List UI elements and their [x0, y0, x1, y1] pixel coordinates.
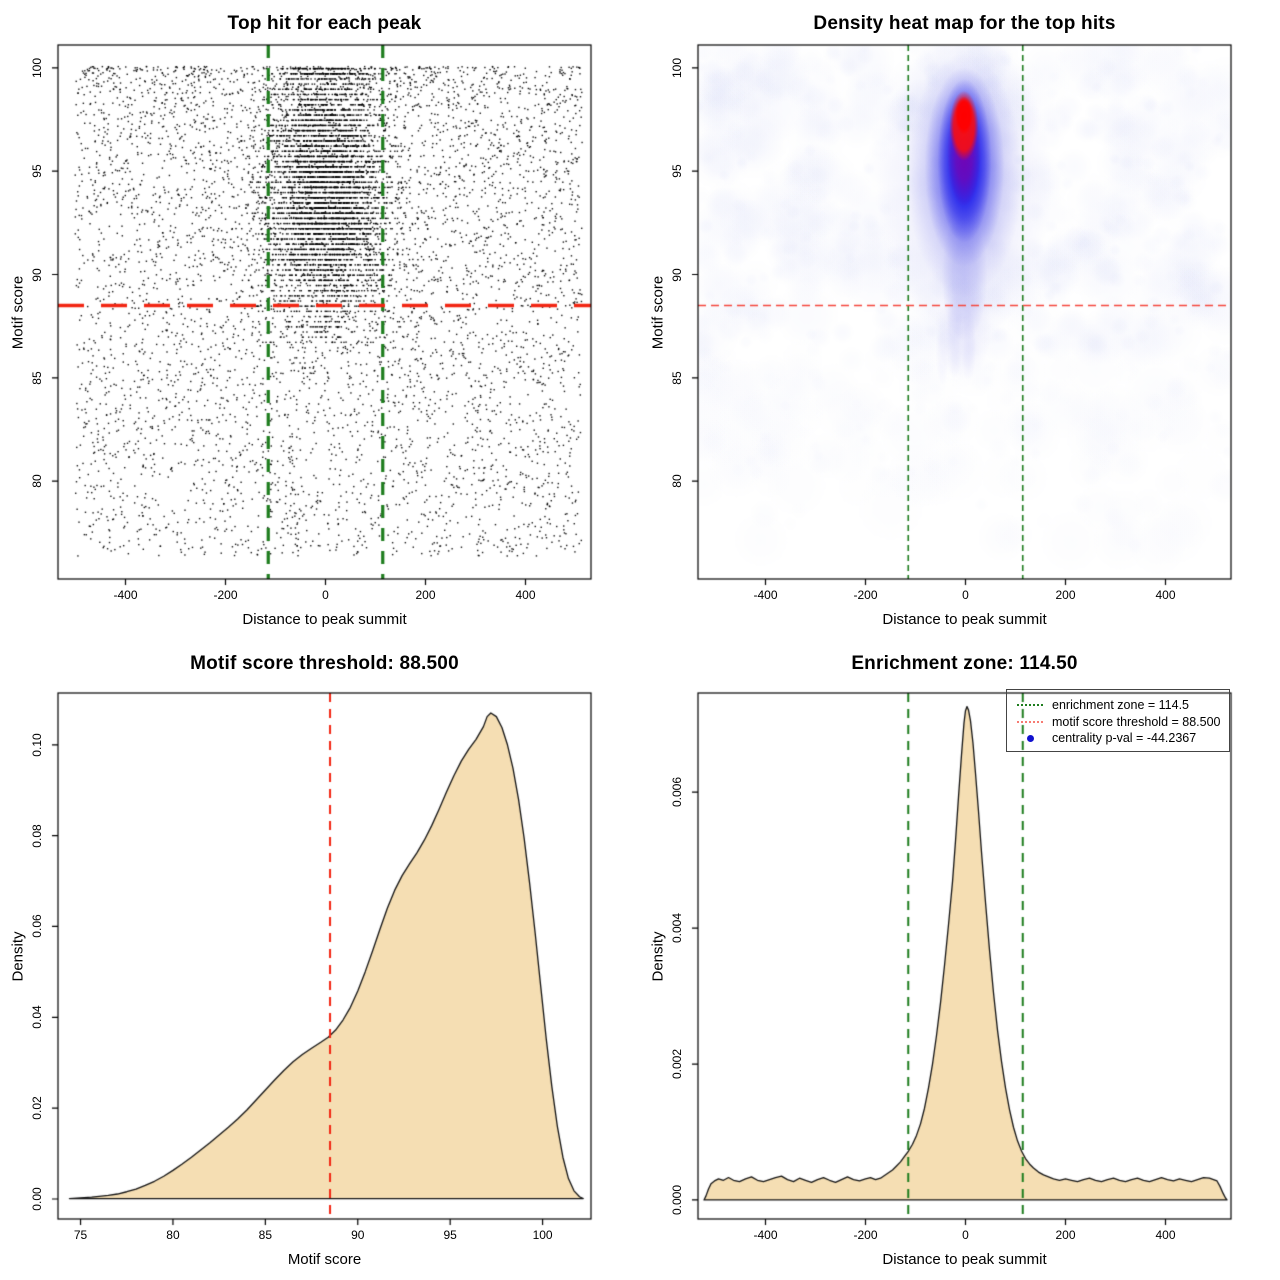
x-tick-label: -400: [753, 1228, 778, 1242]
heatmap-canvas: [640, 0, 1280, 640]
legend: enrichment zone = 114.5 motif score thre…: [1006, 689, 1230, 752]
red-dotted-line-icon: [1017, 717, 1043, 727]
x-tick-label: 100: [532, 1228, 553, 1242]
motif-density-panel: Motif score threshold: 88.500 Motif scor…: [0, 640, 640, 1280]
y-tick-label: 0.08: [30, 823, 44, 848]
y-axis-label: Motif score: [649, 275, 667, 350]
x-axis-label: Motif score: [287, 1251, 362, 1268]
x-tick-label: 95: [443, 1228, 457, 1242]
scatter-panel: Top hit for each peak Distance to peak s…: [0, 0, 640, 640]
x-tick-label: 200: [415, 588, 436, 602]
y-tick-label: 0.00: [30, 1187, 44, 1211]
distance-density-canvas: [640, 640, 1280, 1280]
x-tick-label: 200: [1055, 588, 1076, 602]
x-tick-label: 0: [962, 1228, 969, 1242]
y-tick-label: 0.04: [30, 1005, 44, 1029]
y-tick-label: 0.000: [670, 1184, 684, 1215]
green-dotted-line-icon: [1017, 700, 1043, 710]
legend-item-enrichment-zone: enrichment zone = 114.5: [1017, 697, 1229, 714]
y-tick-label: 80: [670, 474, 684, 488]
distance-density-panel: Enrichment zone: 114.50 Distance to peak…: [640, 640, 1280, 1280]
y-tick-label: 0.06: [30, 914, 44, 939]
scatter-canvas: [0, 0, 640, 640]
y-axis-label: Motif score: [9, 275, 27, 350]
x-tick-label: 400: [1155, 588, 1176, 602]
blue-point-icon: [1017, 733, 1043, 743]
y-tick-label: 0.004: [670, 913, 684, 944]
legend-label: motif score threshold = 88.500: [1052, 714, 1221, 729]
panel-title: Top hit for each peak: [227, 13, 422, 34]
x-tick-label: -200: [853, 588, 878, 602]
legend-label: enrichment zone = 114.5: [1052, 698, 1190, 713]
motif-density-canvas: [0, 640, 640, 1280]
y-tick-label: 80: [30, 474, 44, 488]
x-tick-label: 85: [258, 1228, 273, 1242]
x-tick-label: 0: [322, 588, 329, 602]
legend-item-motif-threshold: motif score threshold = 88.500: [1017, 714, 1229, 731]
x-tick-label: 90: [351, 1228, 365, 1242]
y-tick-label: 90: [670, 267, 684, 282]
x-tick-label: 200: [1055, 1228, 1076, 1242]
y-tick-label: 0.006: [670, 777, 684, 808]
panel-title: Enrichment zone: 114.50: [851, 653, 1078, 674]
panel-title: Density heat map for the top hits: [813, 13, 1116, 34]
y-tick-label: 0.002: [670, 1049, 684, 1080]
y-tick-label: 90: [30, 267, 44, 282]
x-tick-label: 75: [73, 1228, 88, 1242]
y-axis-label: Density: [9, 931, 27, 982]
y-tick-label: 85: [670, 371, 684, 385]
x-tick-label: -400: [753, 588, 778, 602]
x-axis-label: Distance to peak summit: [242, 611, 407, 628]
x-tick-label: 400: [1155, 1228, 1176, 1242]
heatmap-panel: Density heat map for the top hits Distan…: [640, 0, 1280, 640]
y-tick-label: 85: [30, 371, 44, 385]
x-tick-label: -200: [853, 1228, 878, 1242]
x-tick-label: 400: [515, 588, 536, 602]
x-tick-label: -200: [213, 588, 238, 602]
legend-label: centrality p-val = -44.2367: [1052, 731, 1197, 746]
y-tick-label: 95: [670, 164, 684, 178]
x-tick-label: 0: [962, 588, 969, 602]
y-tick-label: 0.10: [30, 733, 44, 757]
panel-title: Motif score threshold: 88.500: [190, 653, 459, 674]
x-tick-label: -400: [113, 588, 138, 602]
x-axis-label: Distance to peak summit: [882, 611, 1047, 628]
y-tick-label: 95: [30, 164, 44, 178]
x-tick-label: 80: [166, 1228, 180, 1242]
x-axis-label: Distance to peak summit: [882, 1251, 1047, 1268]
legend-item-centrality-pval: centrality p-val = -44.2367: [1017, 730, 1229, 747]
y-tick-label: 100: [670, 57, 684, 78]
y-tick-label: 0.02: [30, 1096, 44, 1120]
y-tick-label: 100: [30, 57, 44, 78]
y-axis-label: Density: [649, 931, 667, 982]
